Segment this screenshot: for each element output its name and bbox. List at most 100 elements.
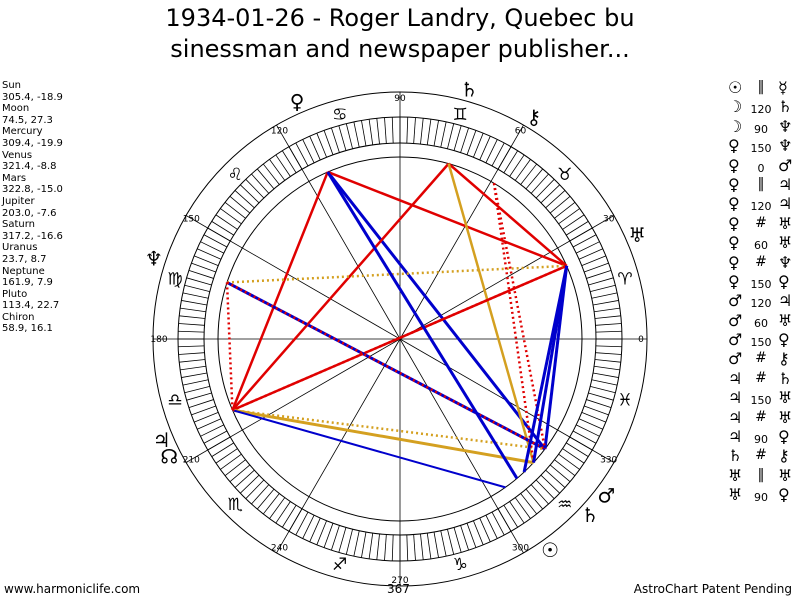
degree-tick: [440, 530, 447, 557]
wheel-planet-glyph: ♃: [153, 428, 171, 452]
aspect-planet-2: ☿: [778, 78, 788, 97]
chart-title-line-1: 1934-01-26 - Roger Landry, Quebec bu: [165, 4, 635, 32]
aspect-symbol: 90: [754, 491, 768, 505]
degree-tick: [473, 520, 484, 545]
degree-tick: [549, 464, 571, 483]
degree-tick: [234, 469, 255, 488]
division-spoke: [399, 124, 524, 340]
degree-tick: [331, 127, 340, 153]
degree-tick: [572, 430, 597, 444]
degree-tick: [203, 430, 228, 444]
degree-tick: [595, 352, 622, 355]
aspect-row: ♀ ‖ ♃: [728, 175, 798, 194]
degree-tick: [545, 469, 566, 488]
degree-tick: [588, 392, 614, 401]
degree-tick: [433, 120, 439, 147]
degree-tick: [191, 405, 216, 416]
degree-tick: [197, 418, 222, 430]
aspect-symbol: 150: [750, 277, 772, 291]
degree-tick: [535, 179, 555, 199]
aspect-planet-1: ♄: [728, 446, 743, 466]
aspect-row: ♃ # ♅: [728, 408, 798, 427]
degree-tick: [180, 365, 206, 371]
wheel-planet-glyph: ♆: [145, 247, 163, 271]
aspect-row: ♅ 90 ♀: [728, 485, 798, 504]
degree-tick: [554, 459, 576, 476]
degree-tick: [453, 125, 462, 151]
degree-tick: [224, 202, 246, 219]
degree-tick: [256, 488, 275, 510]
degree-tick: [345, 123, 353, 149]
degree-tick: [194, 255, 219, 266]
degree-tick: [535, 479, 555, 499]
aspect-line: [232, 408, 546, 451]
degree-tick: [413, 117, 416, 144]
aspect-line: [447, 162, 568, 267]
degree-label: 300: [512, 544, 529, 554]
degree-tick: [479, 517, 491, 542]
aspect-symbol: 120: [750, 200, 772, 214]
aspect-line: [226, 281, 546, 451]
wheel-planet-glyph: ♄: [581, 503, 599, 527]
aspect-line: [226, 264, 567, 284]
degree-tick: [584, 262, 609, 273]
degree-tick: [406, 117, 409, 144]
degree-tick: [353, 121, 360, 148]
division-spoke: [276, 124, 401, 340]
aspect-line: [231, 264, 568, 412]
degree-tick: [275, 154, 291, 177]
aspect-line: [225, 282, 234, 411]
aspect-row: ♀ # ♅: [728, 214, 798, 233]
degree-label: 150: [183, 215, 200, 225]
aspect-symbol: 60: [754, 239, 768, 253]
aspect-planet-1: ♀: [728, 213, 740, 233]
aspect-planet-1: ♂: [728, 349, 743, 369]
aspect-planet-2: ⚷: [778, 349, 790, 369]
degree-tick: [282, 150, 297, 173]
degree-tick: [323, 130, 334, 155]
aspect-row: ♄ # ⚷: [728, 446, 798, 465]
degree-tick: [520, 493, 537, 515]
degree-tick: [509, 501, 525, 524]
aspect-row: ♂ 60 ♅: [728, 311, 798, 330]
degree-tick: [323, 523, 334, 548]
aspect-line: [327, 170, 568, 268]
aspect-row: ♀ 150 ♀: [728, 272, 798, 291]
planet-value: 113.4, 22.7: [2, 300, 60, 312]
degree-tick: [590, 386, 616, 394]
degree-tick: [447, 529, 455, 555]
aspect-line: [447, 163, 535, 463]
aspect-row: ♀ 60 ♅: [728, 233, 798, 252]
degree-tick: [181, 372, 208, 378]
aspect-line: [543, 265, 569, 450]
degree-tick: [302, 139, 315, 164]
aspect-planet-2: ♄: [778, 97, 793, 117]
degree-tick: [453, 527, 462, 553]
aspect-symbol: 120: [750, 103, 772, 117]
degree-tick: [590, 284, 616, 292]
aspect-line: [232, 408, 534, 465]
aspect-planet-2: ♅: [778, 213, 793, 233]
wheel-planet-glyph: ♅: [628, 223, 646, 247]
aspect-planet-1: ♀: [728, 155, 740, 175]
degree-tick: [514, 159, 531, 181]
aspect-planet-2: ♀: [778, 427, 790, 447]
degree-tick: [473, 133, 484, 158]
degree-tick: [184, 284, 210, 292]
zodiac-sign-glyph: ♏: [228, 495, 243, 515]
aspect-planet-1: ♀: [728, 271, 740, 291]
aspect-planet-2: ♀: [778, 330, 790, 350]
degree-tick: [215, 448, 238, 464]
degree-tick: [491, 511, 505, 536]
planet-value: 321.4, -8.8: [2, 161, 57, 173]
aspect-planet-2: ♀: [778, 485, 790, 505]
aspect-row: ☉ ‖ ☿: [728, 78, 798, 97]
aspect-planet-1: ♀: [728, 194, 740, 214]
planet-position-list: Sun 305.4, -18.9 Moon 74.5, 27.3 Mercury…: [2, 80, 63, 335]
degree-tick: [200, 424, 225, 437]
degree-tick: [575, 424, 600, 437]
degree-tick: [594, 365, 620, 371]
degree-tick: [581, 412, 606, 423]
aspect-planet-2: ♆: [778, 252, 793, 272]
planet-value: 58.9, 16.1: [2, 323, 53, 335]
